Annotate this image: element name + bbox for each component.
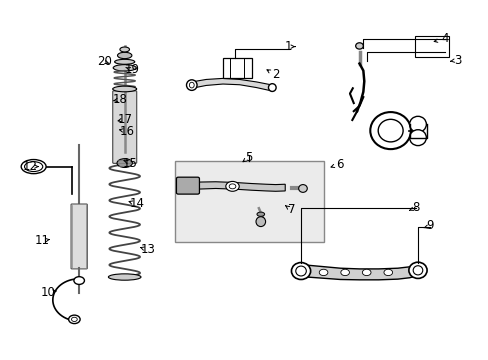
- Ellipse shape: [112, 86, 137, 92]
- Ellipse shape: [369, 112, 410, 149]
- Ellipse shape: [71, 317, 77, 321]
- Ellipse shape: [117, 52, 132, 59]
- Ellipse shape: [256, 212, 264, 216]
- Bar: [414, 36, 447, 57]
- Text: 17: 17: [118, 113, 133, 126]
- Text: 16: 16: [120, 125, 134, 138]
- FancyBboxPatch shape: [176, 177, 199, 194]
- FancyBboxPatch shape: [112, 91, 137, 163]
- Ellipse shape: [229, 184, 235, 189]
- Ellipse shape: [291, 262, 310, 279]
- Text: 1: 1: [284, 40, 292, 53]
- Ellipse shape: [256, 217, 265, 226]
- Text: 5: 5: [245, 150, 252, 163]
- Ellipse shape: [120, 47, 129, 52]
- Ellipse shape: [74, 277, 84, 284]
- Text: 10: 10: [41, 286, 55, 299]
- Ellipse shape: [114, 59, 135, 64]
- FancyBboxPatch shape: [71, 204, 87, 269]
- Bar: [175, 161, 323, 242]
- Ellipse shape: [189, 82, 194, 88]
- Ellipse shape: [225, 181, 239, 191]
- Ellipse shape: [408, 262, 426, 278]
- Text: 20: 20: [97, 55, 112, 68]
- Ellipse shape: [340, 269, 349, 276]
- Text: 7: 7: [287, 203, 295, 216]
- Text: 12: 12: [22, 160, 37, 173]
- Ellipse shape: [362, 269, 370, 276]
- Ellipse shape: [383, 269, 392, 276]
- Text: 18: 18: [112, 93, 127, 106]
- Text: 3: 3: [453, 54, 461, 67]
- Ellipse shape: [412, 266, 422, 275]
- Ellipse shape: [377, 119, 402, 142]
- Bar: [223, 58, 251, 78]
- Ellipse shape: [355, 43, 363, 49]
- Text: 13: 13: [140, 243, 155, 256]
- Ellipse shape: [409, 130, 426, 145]
- Text: 15: 15: [123, 157, 138, 170]
- Polygon shape: [191, 78, 270, 91]
- Ellipse shape: [24, 162, 42, 171]
- Text: 6: 6: [335, 158, 343, 171]
- Text: 19: 19: [124, 63, 139, 76]
- Text: 11: 11: [35, 234, 50, 247]
- Polygon shape: [302, 265, 415, 280]
- Ellipse shape: [68, 315, 80, 324]
- Ellipse shape: [113, 65, 136, 71]
- Ellipse shape: [319, 269, 327, 276]
- Ellipse shape: [117, 159, 132, 167]
- Ellipse shape: [108, 274, 141, 280]
- Text: 8: 8: [411, 201, 419, 214]
- Ellipse shape: [21, 159, 46, 174]
- Ellipse shape: [295, 266, 305, 276]
- Ellipse shape: [409, 116, 426, 132]
- Text: 2: 2: [271, 68, 279, 81]
- Ellipse shape: [268, 84, 276, 91]
- Text: 4: 4: [440, 32, 447, 45]
- Ellipse shape: [186, 80, 197, 90]
- Polygon shape: [182, 182, 285, 191]
- Text: 14: 14: [129, 198, 144, 211]
- Text: 9: 9: [426, 219, 433, 232]
- Ellipse shape: [298, 185, 306, 192]
